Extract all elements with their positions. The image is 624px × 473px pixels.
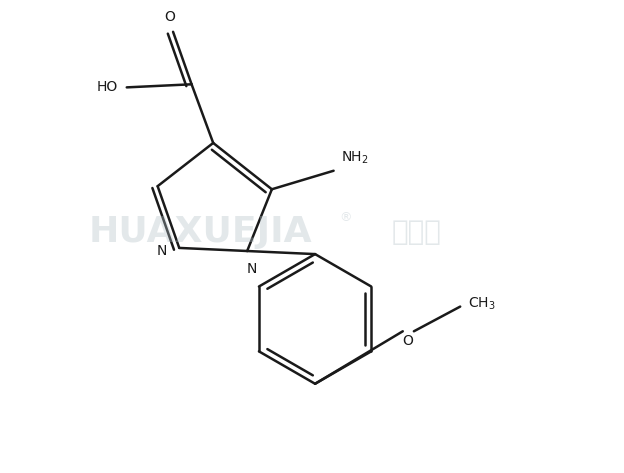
Text: CH$_3$: CH$_3$ [467,295,495,312]
Text: HUAXUEJIA: HUAXUEJIA [89,216,313,249]
Text: 化学加: 化学加 [392,219,442,246]
Text: HO: HO [96,80,117,95]
Text: O: O [165,10,175,25]
Text: N: N [247,262,257,276]
Text: NH$_2$: NH$_2$ [341,149,369,166]
Text: O: O [402,334,413,349]
Text: ®: ® [339,210,352,224]
Text: N: N [157,244,167,258]
